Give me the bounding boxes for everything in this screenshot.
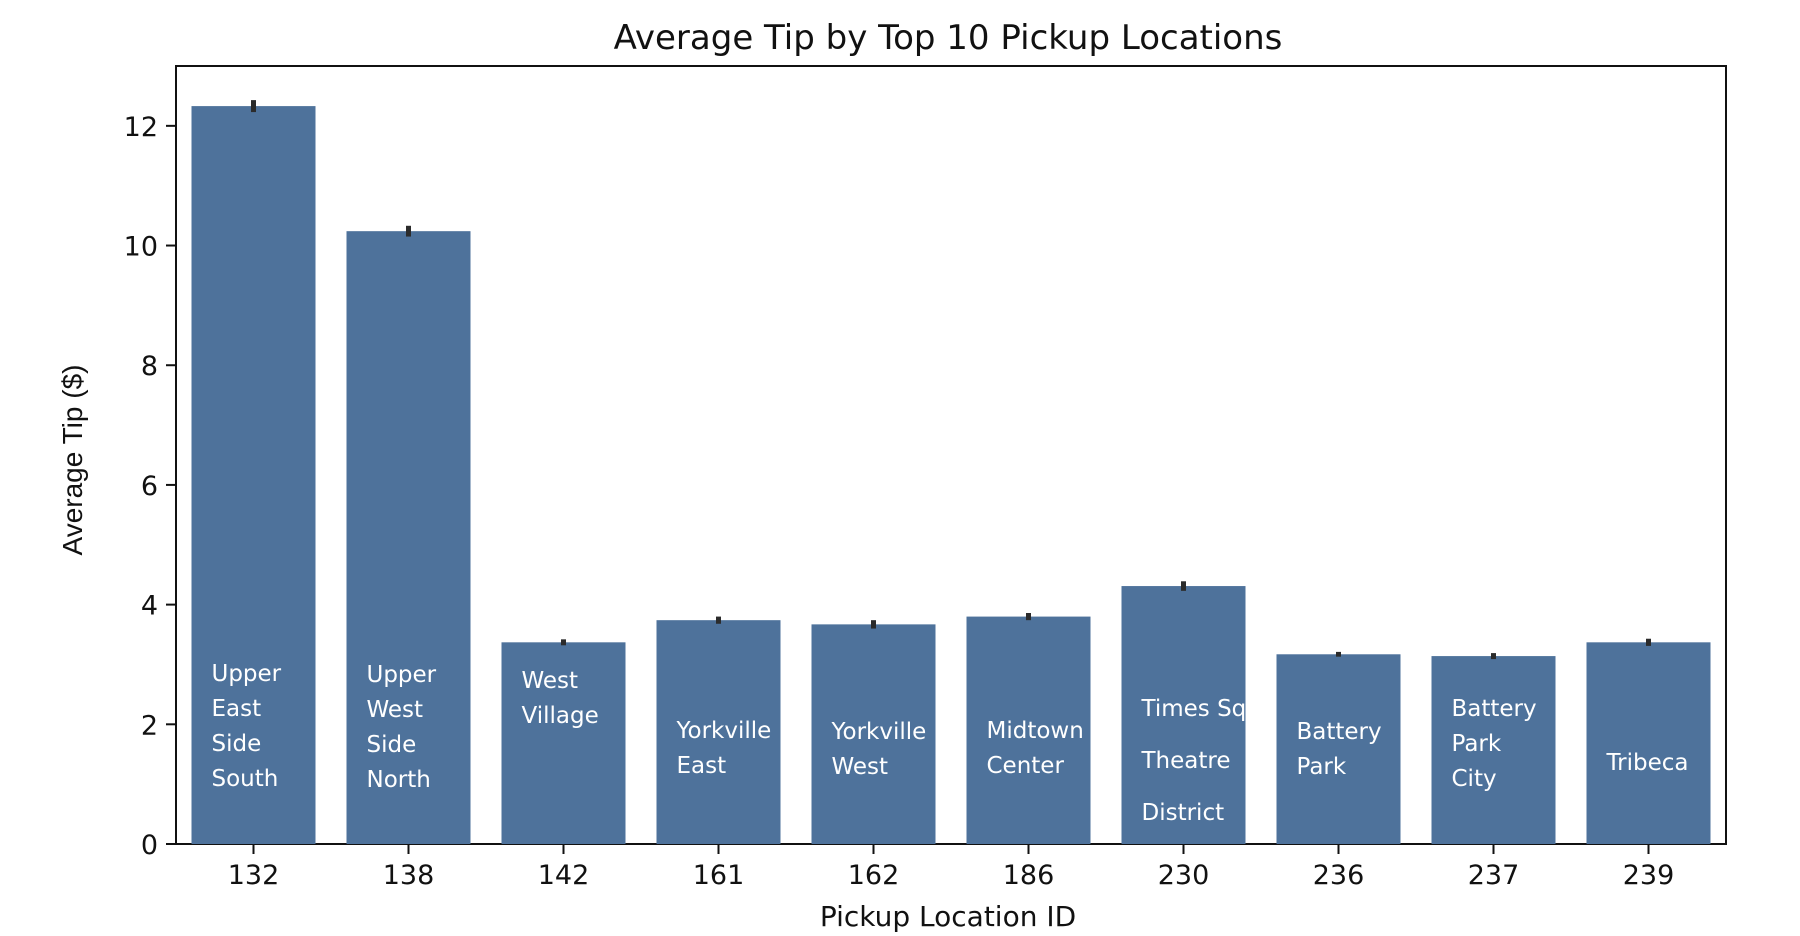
bar-label-line: Battery [1452, 696, 1537, 722]
bar-132 [191, 106, 316, 844]
bar-230 [1121, 586, 1246, 844]
bar-161 [656, 620, 781, 844]
x-tick-label: 142 [538, 860, 590, 891]
bar-label-line: City [1452, 766, 1497, 792]
x-tick-label: 132 [228, 860, 280, 891]
bar-label-line: Park [1297, 754, 1347, 780]
bar-label-line: Yorkville [676, 718, 772, 744]
bar-label-line: Side [367, 732, 417, 758]
bar-label-line: Upper [367, 662, 437, 688]
bar-label-line: District [1142, 800, 1225, 826]
bar-label-line: Tribeca [1606, 750, 1689, 776]
bar-186 [966, 616, 1091, 844]
y-tick-label: 12 [124, 112, 158, 143]
bar-label-line: Village [522, 703, 599, 729]
y-axis-label: Average Tip ($) [57, 365, 88, 556]
y-tick-label: 4 [141, 591, 158, 622]
x-tick-label: 186 [1003, 860, 1055, 891]
y-tick-label: 6 [141, 471, 158, 502]
bar-label-line: West [832, 754, 889, 780]
bar-label-line: Midtown [987, 718, 1084, 744]
bar-label-line: North [367, 767, 431, 793]
bar-236 [1276, 654, 1401, 844]
bar-label-line: Upper [212, 661, 282, 687]
bar-label-line: Yorkville [831, 719, 927, 745]
bar-label-line: East [212, 696, 262, 722]
bar-label-line: Center [987, 753, 1065, 779]
x-tick-label: 162 [848, 860, 900, 891]
y-tick-label: 2 [141, 710, 158, 741]
bar-142 [501, 642, 626, 844]
bars: Upper East Side South Upper West Side North West… [191, 100, 1711, 844]
x-tick-label: 236 [1313, 860, 1365, 891]
bar-label-line: Theatre [1141, 748, 1231, 774]
chart-title: Average Tip by Top 10 Pickup Locations [614, 18, 1283, 58]
bar-label-line: West [367, 697, 424, 723]
y-axis: 0 2 4 6 8 10 12 [124, 112, 176, 861]
bar-label-line: East [677, 753, 727, 779]
y-tick-label: 8 [141, 351, 158, 382]
bar-label-line: West [522, 668, 579, 694]
x-tick-label: 161 [693, 860, 745, 891]
x-tick-label: 237 [1468, 860, 1520, 891]
x-tick-label: 239 [1623, 860, 1675, 891]
x-axis: 132 138 142 161 162 186 230 236 237 239 [228, 844, 1675, 891]
y-tick-label: 0 [141, 830, 158, 861]
x-axis-label: Pickup Location ID [820, 900, 1076, 933]
bar-239 [1586, 642, 1711, 844]
x-tick-label: 230 [1158, 860, 1210, 891]
bar-label-line: Battery [1297, 719, 1382, 745]
bar-label-line: Side [212, 731, 262, 757]
x-tick-label: 138 [383, 860, 435, 891]
bar-237 [1431, 656, 1556, 844]
bar-138 [346, 231, 471, 844]
bar-label-line: South [212, 766, 279, 792]
bar-label-line: Times Sq [1141, 696, 1247, 722]
y-tick-label: 10 [124, 232, 158, 263]
bar-label-line: Park [1452, 731, 1502, 757]
plot-frame [175, 65, 1727, 845]
bar-162 [811, 624, 936, 844]
